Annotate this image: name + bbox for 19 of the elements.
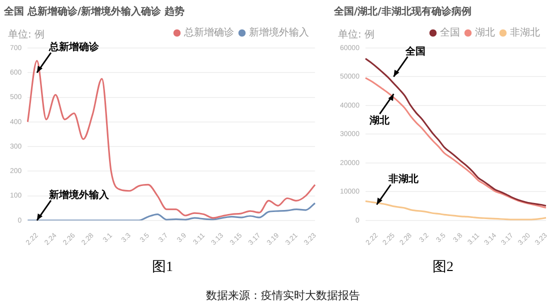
legend-label: 湖北 (475, 26, 495, 39)
y-axis-title: 单位: 例 (8, 28, 45, 41)
y-axis-title: 单位: 例 (338, 28, 375, 41)
chart-title: 全国/湖北/非湖北现有确诊病例 (333, 6, 472, 18)
source-note: 数据来源：疫情实时大数据报告 (205, 288, 361, 303)
legend-label: 全国 (440, 26, 460, 39)
legend-label: 总新增确诊 (183, 26, 234, 39)
line-series (26, 202, 316, 220)
legend-label: 非湖北 (510, 26, 540, 39)
caption: 图1 (151, 259, 174, 276)
chart-title: 全国 总新增确诊/新增境外输入确诊 趋势 (3, 6, 185, 18)
line-series (26, 60, 316, 219)
caption: 图2 (432, 259, 454, 276)
annotation: 全国 (404, 45, 426, 58)
annotation: 湖北 (368, 114, 391, 127)
annotation: 总新增确诊 (48, 41, 100, 54)
annotation: 非湖北 (388, 173, 420, 186)
annotation: 新增境外输入 (48, 189, 110, 202)
legend-label: 新增境外输入 (249, 26, 309, 39)
